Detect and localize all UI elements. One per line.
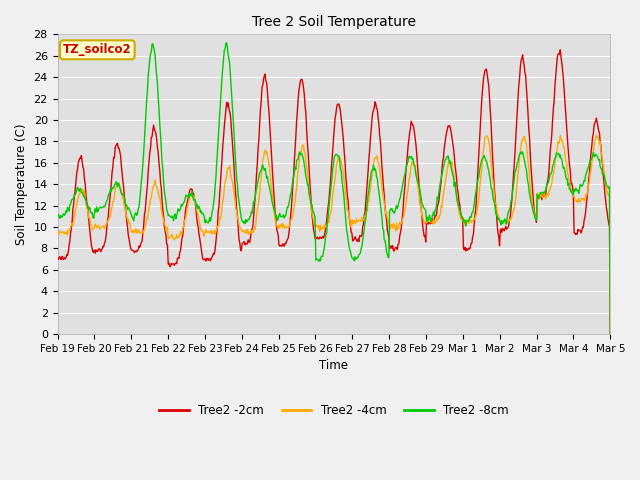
Tree2 -2cm (64, 252, 72, 258)
Tree2 -4cm (607, 330, 614, 336)
X-axis label: Time: Time (319, 359, 348, 372)
Tree2 -8cm (223, 40, 230, 46)
Tree2 -4cm (206, 230, 214, 236)
Y-axis label: Soil Temperature (C): Soil Temperature (C) (15, 123, 28, 245)
Tree2 -4cm (54, 229, 61, 235)
Title: Tree 2 Soil Temperature: Tree 2 Soil Temperature (252, 15, 416, 29)
Tree2 -2cm (177, 248, 184, 254)
Tree2 -4cm (120, 204, 128, 209)
Tree2 -4cm (417, 205, 425, 211)
Tree2 -4cm (593, 132, 600, 138)
Tree2 -8cm (177, 205, 184, 211)
Tree2 -2cm (206, 256, 214, 262)
Tree2 -8cm (418, 201, 426, 207)
Tree2 -2cm (54, 255, 61, 261)
Tree2 -2cm (120, 194, 128, 200)
Tree2 -8cm (607, 330, 614, 336)
Tree2 -4cm (401, 206, 409, 212)
Text: TZ_soilco2: TZ_soilco2 (63, 43, 132, 56)
Tree2 -2cm (401, 183, 409, 189)
Legend: Tree2 -2cm, Tree2 -4cm, Tree2 -8cm: Tree2 -2cm, Tree2 -4cm, Tree2 -8cm (154, 400, 513, 422)
Line: Tree2 -2cm: Tree2 -2cm (58, 50, 611, 334)
Tree2 -8cm (402, 167, 410, 172)
Tree2 -8cm (54, 212, 61, 218)
Line: Tree2 -4cm: Tree2 -4cm (58, 135, 611, 333)
Tree2 -8cm (120, 195, 128, 201)
Line: Tree2 -8cm: Tree2 -8cm (58, 43, 611, 333)
Tree2 -4cm (64, 232, 72, 238)
Tree2 -4cm (177, 228, 184, 234)
Tree2 -2cm (417, 205, 425, 211)
Tree2 -2cm (556, 47, 564, 53)
Tree2 -8cm (64, 204, 72, 210)
Tree2 -8cm (206, 215, 214, 220)
Tree2 -2cm (607, 331, 614, 337)
